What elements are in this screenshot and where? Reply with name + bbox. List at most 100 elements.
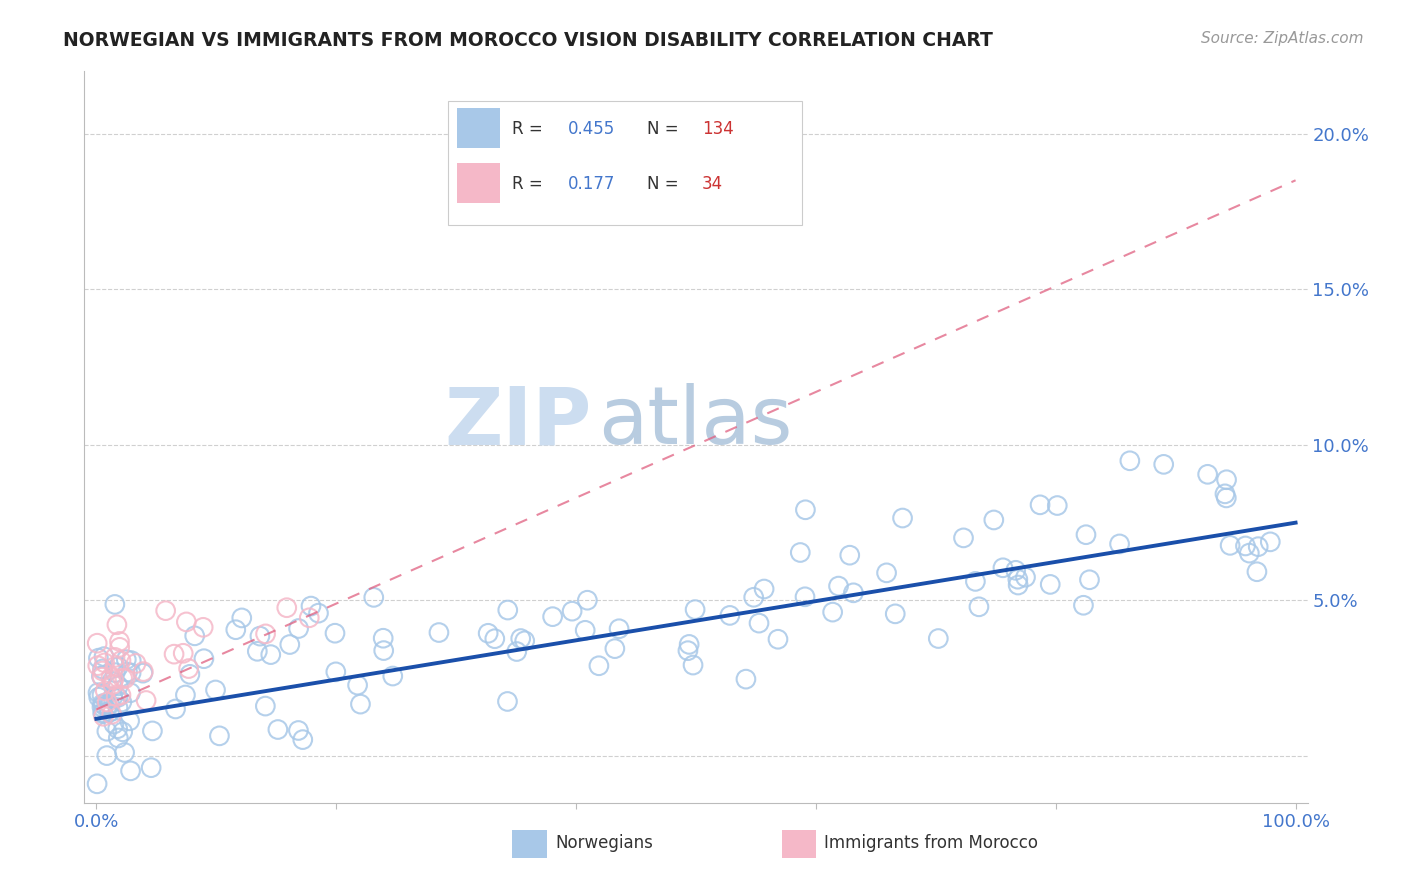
Point (115, 652, 138, 666)
Point (108, 634, 131, 648)
Point (718, 608, 741, 623)
Point (1215, 473, 1237, 487)
Point (1004, 563, 1026, 577)
Point (120, 666, 142, 681)
Point (91, 662, 114, 676)
Point (603, 641, 626, 656)
Point (349, 697, 371, 711)
Point (183, 629, 205, 643)
Point (193, 620, 215, 634)
Point (163, 647, 186, 661)
Point (104, 665, 127, 680)
Point (287, 622, 309, 636)
Point (484, 632, 506, 646)
Point (87, 690, 110, 705)
Point (1007, 578, 1029, 592)
Point (111, 724, 134, 739)
Point (576, 593, 599, 607)
Text: ZIP: ZIP (444, 384, 592, 461)
Point (120, 764, 142, 778)
Point (574, 624, 596, 638)
Point (105, 617, 128, 632)
Point (111, 671, 134, 685)
Point (93, 649, 115, 664)
Point (607, 622, 630, 636)
Point (93, 709, 115, 723)
Point (90, 669, 112, 683)
Point (588, 658, 610, 673)
Point (87, 686, 110, 700)
Point (735, 672, 758, 686)
Point (323, 626, 346, 640)
Point (838, 548, 860, 562)
Point (477, 626, 499, 640)
Point (132, 666, 155, 681)
Point (176, 615, 198, 629)
Bar (457, 163, 501, 203)
Point (1014, 570, 1036, 584)
Point (506, 644, 529, 658)
Point (752, 582, 775, 596)
Point (276, 600, 298, 615)
Point (193, 651, 215, 665)
Point (110, 688, 132, 702)
Point (298, 611, 321, 625)
Bar (457, 108, 501, 148)
Point (93, 656, 115, 670)
Point (260, 648, 283, 662)
Point (91, 706, 114, 721)
Point (107, 722, 129, 736)
Point (96, 748, 118, 763)
Point (748, 616, 770, 631)
Point (278, 638, 301, 652)
Text: R =: R = (513, 120, 543, 138)
Point (1108, 537, 1130, 551)
Point (1246, 565, 1268, 579)
Point (204, 683, 226, 698)
Point (683, 602, 706, 616)
Text: N =: N = (647, 120, 679, 138)
Point (742, 591, 765, 605)
Bar (513, 830, 547, 858)
Point (101, 690, 124, 705)
Point (1029, 498, 1052, 512)
Point (135, 693, 157, 707)
Point (1074, 527, 1097, 541)
Point (91, 706, 114, 720)
Point (104, 659, 127, 673)
Point (101, 677, 124, 691)
Point (496, 694, 519, 708)
Point (682, 658, 704, 673)
Text: 0.455: 0.455 (568, 120, 614, 138)
Point (231, 611, 253, 625)
Point (1153, 458, 1175, 472)
Point (179, 667, 201, 681)
Point (103, 717, 125, 731)
Point (96, 695, 118, 709)
Point (105, 690, 128, 704)
Point (172, 646, 194, 660)
Text: 34: 34 (702, 175, 723, 193)
Point (1234, 539, 1257, 553)
Point (111, 695, 134, 709)
Point (225, 623, 247, 637)
Point (93, 698, 115, 712)
Point (267, 723, 290, 737)
Point (96, 724, 118, 739)
Point (1213, 487, 1236, 501)
Text: NORWEGIAN VS IMMIGRANTS FROM MOROCCO VISION DISABILITY CORRELATION CHART: NORWEGIAN VS IMMIGRANTS FROM MOROCCO VIS… (63, 31, 993, 50)
Point (114, 672, 136, 686)
Point (381, 669, 404, 683)
Point (373, 632, 395, 646)
Point (107, 731, 129, 745)
Point (1073, 599, 1095, 613)
Point (299, 599, 322, 613)
Text: 0.177: 0.177 (568, 175, 614, 193)
Point (94, 684, 117, 698)
Point (87, 651, 110, 665)
Point (794, 590, 817, 604)
Point (114, 746, 136, 760)
Text: atlas: atlas (598, 384, 793, 461)
Point (107, 700, 129, 714)
Point (132, 665, 155, 679)
